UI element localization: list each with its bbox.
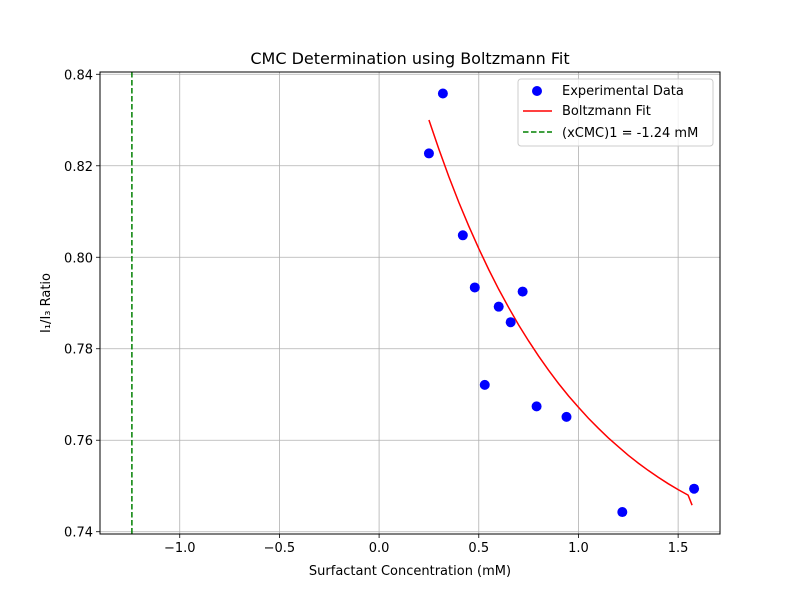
x-tick-label: −1.0	[164, 541, 196, 556]
grid-lines	[100, 72, 720, 534]
fit-line-group	[428, 119, 693, 506]
x-tick-label: 1.5	[668, 541, 689, 556]
data-point	[423, 148, 434, 159]
data-point	[437, 88, 448, 99]
data-point	[493, 301, 504, 312]
y-axis-ticks: 0.74 0.76 0.78 0.80 0.82 0.84	[64, 68, 100, 541]
y-axis-label: I₁/I₃ Ratio	[39, 273, 54, 333]
data-point	[517, 286, 528, 297]
legend-box	[517, 78, 714, 147]
scatter-points	[423, 88, 700, 518]
data-point	[561, 411, 572, 422]
data-point	[531, 401, 542, 412]
legend-label-cmc-line: (xCMC)1 = -1.24 mM	[562, 126, 698, 141]
x-axis-ticks: −1.0 −0.5 0.0 0.5 1.0 1.5	[164, 534, 689, 556]
y-tick-label: 0.80	[64, 251, 93, 266]
plot-frame	[99, 71, 721, 535]
x-tick-label: 0.5	[468, 541, 489, 556]
x-tick-label: −0.5	[264, 541, 296, 556]
x-tick-label: 0.0	[369, 541, 390, 556]
chart-title: CMC Determination using Boltzmann Fit	[250, 49, 569, 68]
y-tick-label: 0.76	[64, 434, 93, 449]
boltzmann-fit-line	[428, 119, 693, 506]
data-point	[469, 282, 480, 293]
data-point	[457, 230, 468, 241]
legend-marker-experimental-data	[532, 86, 542, 96]
legend: Experimental Data Boltzmann Fit (xCMC)1 …	[517, 78, 714, 147]
data-point	[617, 507, 628, 518]
x-tick-label: 1.0	[568, 541, 589, 556]
data-point	[689, 483, 700, 494]
data-point	[505, 317, 516, 328]
data-point	[479, 379, 490, 390]
y-tick-label: 0.82	[64, 160, 93, 175]
x-axis-label: Surfactant Concentration (mM)	[309, 564, 511, 579]
legend-label-experimental-data: Experimental Data	[562, 84, 684, 99]
y-tick-label: 0.78	[64, 343, 93, 358]
legend-label-boltzmann-fit: Boltzmann Fit	[562, 104, 651, 119]
y-tick-label: 0.74	[64, 526, 93, 541]
y-tick-label: 0.84	[64, 68, 93, 83]
